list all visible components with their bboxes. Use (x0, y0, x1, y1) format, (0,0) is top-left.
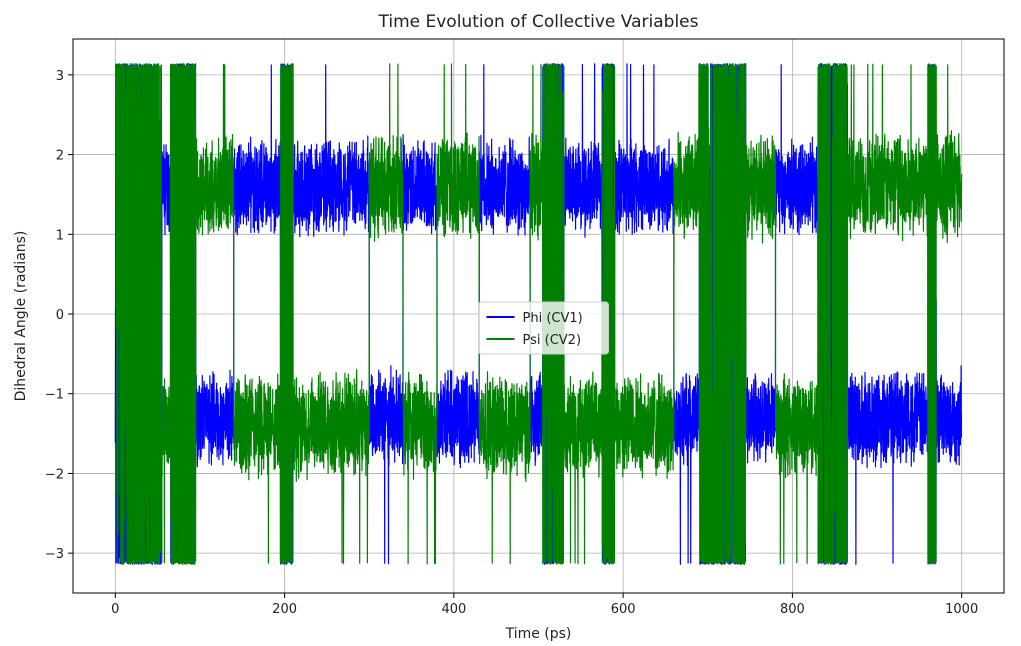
y-tick-label: −3 (45, 547, 64, 562)
legend-label-psi: Psi (CV2) (523, 333, 582, 348)
x-axis-label: Time (ps) (505, 626, 572, 642)
chart-title: Time Evolution of Collective Variables (378, 12, 699, 32)
tick-layer: 0 200 400 600 800 1000 3 2 1 0 −1 −2 −3 (45, 69, 978, 617)
series-layer (114, 63, 963, 565)
legend: Phi (CV1) Psi (CV2) (478, 301, 609, 355)
x-tick-label: 800 (780, 602, 805, 617)
plot-frame (72, 38, 1005, 594)
y-tick-label: 3 (56, 69, 64, 84)
x-tick-label: 1000 (945, 602, 978, 617)
x-tick-label: 200 (272, 602, 297, 617)
y-tick-label: 0 (56, 308, 64, 323)
series-line-psi (114, 63, 963, 565)
legend-label-phi: Phi (CV1) (523, 311, 583, 326)
x-tick-label: 600 (611, 602, 636, 617)
y-tick-label: 1 (56, 228, 64, 243)
x-tick-label: 0 (111, 602, 119, 617)
legend-box (478, 301, 609, 355)
x-tick-label: 400 (441, 602, 466, 617)
y-tick-label: 2 (56, 149, 64, 164)
y-tick-label: −2 (45, 467, 64, 482)
y-axis-label: Dihedral Angle (radians) (13, 231, 29, 402)
y-tick-label: −1 (45, 388, 64, 403)
